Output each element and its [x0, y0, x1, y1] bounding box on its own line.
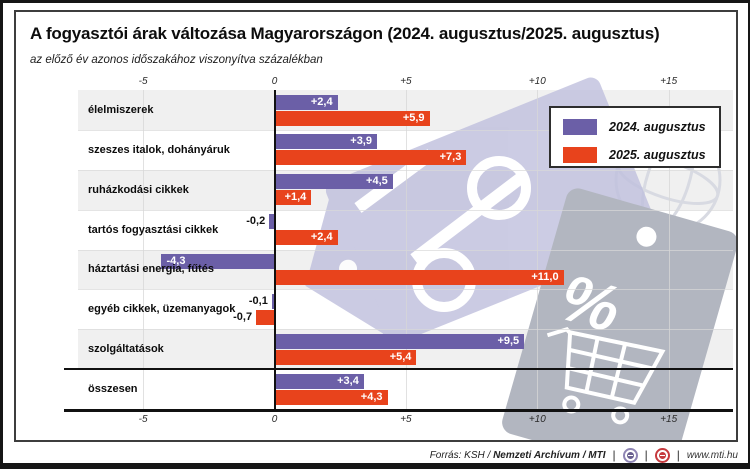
bar-value-label: +4,3	[360, 390, 383, 403]
source-mti: MTI	[588, 449, 606, 461]
bar-value-label: +2,4	[310, 231, 333, 244]
category-label: szolgáltatások	[88, 343, 164, 356]
legend-label-2024: 2024. augusztus	[609, 120, 706, 134]
axis-tick-bottom: 0	[271, 414, 278, 425]
bar	[269, 214, 275, 230]
bar-value-label: -0,1	[248, 294, 268, 307]
bar	[274, 349, 417, 365]
bar	[161, 254, 275, 269]
bar-value-label: +1,4	[284, 191, 307, 204]
bar	[274, 190, 312, 206]
chart-legend: 2024. augusztus 2025. augusztus	[549, 106, 721, 168]
bar-value-label: +7,3	[439, 151, 462, 164]
bar	[274, 389, 388, 405]
bar-value-label: +3,4	[337, 374, 359, 387]
mtva-logo-icon	[622, 447, 638, 463]
bar	[274, 94, 338, 110]
zero-axis-line	[273, 90, 276, 409]
bar-value-label: -4,3	[166, 255, 186, 267]
axis-tick-top: -5	[138, 76, 148, 87]
gridline	[537, 90, 539, 409]
legend-item-2025: 2025. augusztus	[563, 142, 719, 168]
bar-value-label: +9,5	[497, 334, 520, 347]
legend-swatch-2024	[563, 119, 597, 135]
bar-value-label: +5,9	[402, 111, 425, 124]
bar-value-label: +3,9	[350, 135, 372, 148]
bar	[274, 150, 467, 166]
bar	[274, 373, 364, 389]
page-title: A fogyasztói árak változása Magyarország…	[30, 24, 660, 43]
axis-tick-top: +10	[528, 76, 546, 87]
bar	[274, 333, 525, 349]
bar-value-label: +5,4	[389, 350, 412, 363]
axis-tick-bottom: +10	[528, 414, 546, 425]
divider: |	[612, 448, 616, 462]
source-prefix: Forrás: KSH /	[429, 449, 491, 461]
category-label: háztartási energia, fűtés	[88, 263, 214, 276]
bar	[256, 309, 275, 325]
category-label: összesen	[88, 383, 138, 396]
bar-value-label: +4,5	[366, 175, 388, 188]
category-label: élelmiszerek	[88, 103, 154, 116]
category-label: szeszes italok, dohányáruk	[88, 143, 230, 156]
page-subtitle: az előző év azonos időszakához viszonyít…	[30, 54, 323, 66]
bar-value-label: +2,4	[310, 95, 333, 108]
source-archive: Nemzeti Archívum	[493, 449, 580, 461]
gridline	[143, 90, 145, 409]
axis-tick-top: 0	[271, 76, 278, 87]
legend-item-2024: 2024. augusztus	[563, 114, 719, 140]
category-label: ruházkodási cikkek	[88, 183, 189, 196]
website-link[interactable]: www.mti.hu	[686, 449, 738, 461]
bar-value-label: -0,2	[246, 215, 266, 228]
legend-swatch-2025	[563, 147, 597, 163]
chart-panel: A fogyasztói árak változása Magyarország…	[14, 10, 738, 442]
axis-tick-bottom: +5	[400, 414, 412, 425]
legend-label-2025: 2025. augusztus	[609, 148, 706, 162]
axis-tick-top: +5	[400, 76, 412, 87]
axis-tick-top: +15	[660, 76, 678, 87]
divider: |	[644, 448, 648, 462]
footer: Forrás: KSH / Nemzeti Archívum / MTI | |…	[430, 444, 738, 463]
divider: |	[676, 448, 680, 462]
axis-tick-bottom: +15	[660, 414, 678, 425]
source-separator: /	[582, 449, 586, 461]
separator-line	[64, 368, 733, 371]
bar	[271, 293, 275, 309]
bar-value-label: -0,7	[233, 310, 253, 323]
mti-logo-icon	[654, 447, 670, 463]
axis-tick-bottom: -5	[138, 414, 148, 425]
source-text: Forrás: KSH / Nemzeti Archívum / MTI	[430, 450, 606, 461]
x-axis-line	[64, 409, 733, 412]
category-label: tartós fogyasztási cikkek	[88, 223, 219, 236]
category-label: egyéb cikkek, üzemanyagok	[88, 303, 236, 316]
bar	[274, 270, 564, 285]
bar-value-label: +11,0	[531, 271, 559, 283]
